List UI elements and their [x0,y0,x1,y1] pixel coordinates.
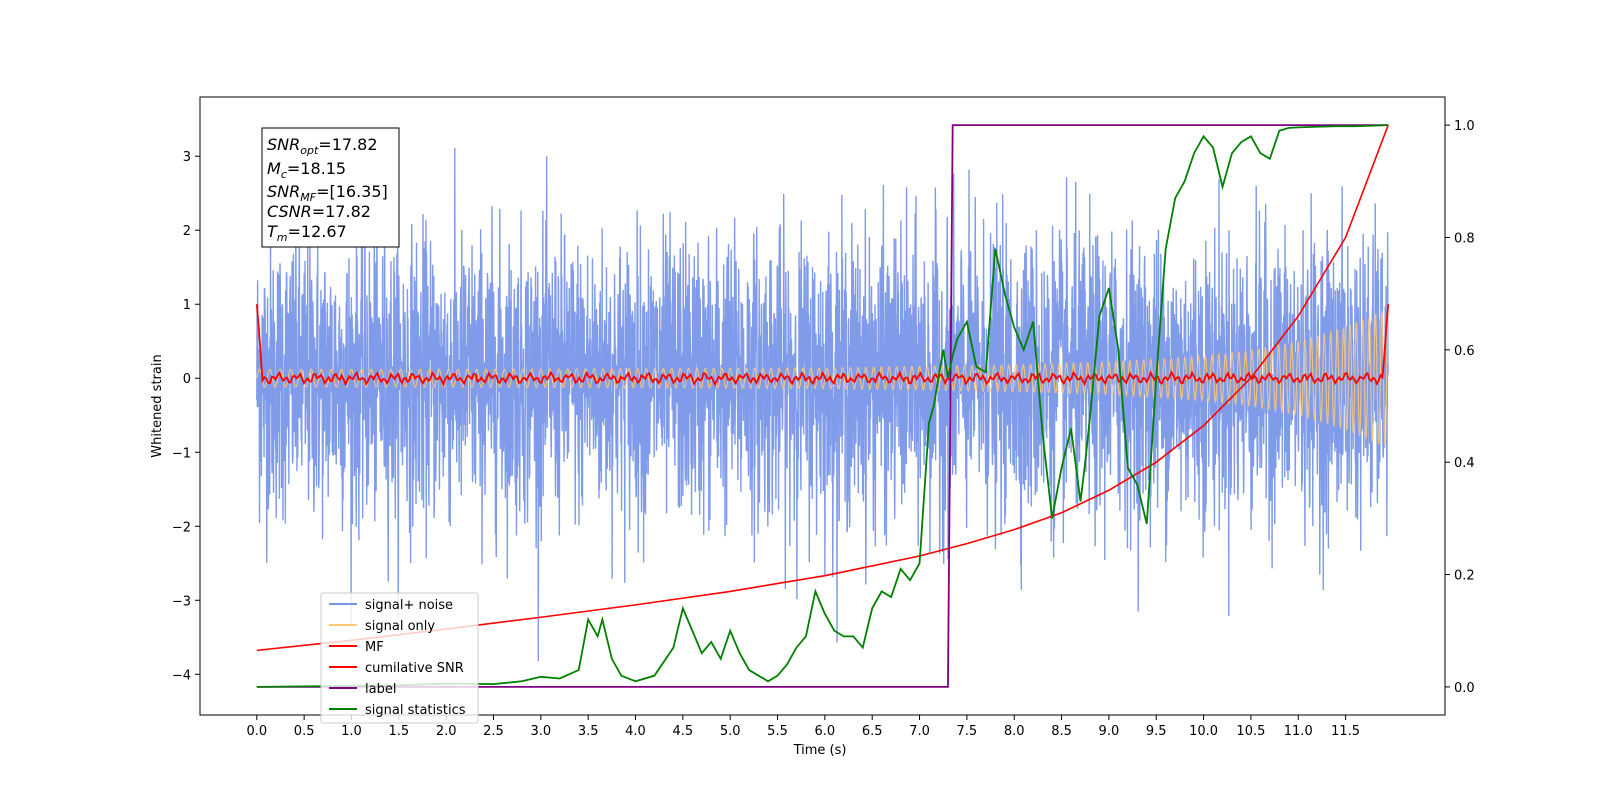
legend-label: label [365,682,396,697]
y-right-tick-label: 0.2 [1454,569,1475,584]
y-left-tick-label: −3 [172,594,191,609]
x-tick-label: 9.0 [1099,724,1120,739]
metrics-annotation-box: SNRopt=17.82 Mc=18.15 SNRMF=[16.35] CSNR… [261,127,400,248]
x-axis: 0.0 0.5 1.0 1.5 2.0 2.5 3.0 3.5 4.0 4.5 5.0 5.5 6.0 6… [246,715,1360,739]
x-tick-label: 0.0 [246,724,267,739]
x-tick-label: 7.0 [909,724,930,739]
y-axis-title: Whitened strain [150,354,165,457]
series-signal-only [256,307,1389,447]
annotation-tm: Tm=12.67 [267,222,347,244]
series-signal-noise [256,147,1389,662]
y-axis-right: 0.0 0.2 0.4 0.6 0.8 1.0 [1445,119,1475,696]
x-tick-label: 6.0 [815,724,836,739]
x-tick-label: 11.5 [1331,724,1360,739]
annotation-csnr: CSNR=17.82 [267,202,371,221]
series-cumulative-snr [256,124,1389,652]
x-tick-label: 11.0 [1284,724,1313,739]
y-right-tick-label: 0.4 [1454,456,1475,471]
y-left-tick-label: 3 [183,150,191,165]
y-right-tick-label: 0.8 [1454,231,1475,246]
y-left-tick-label: 1 [183,298,191,313]
legend-label: signal only [365,619,435,634]
x-tick-label: 6.5 [862,724,883,739]
x-tick-label: 5.5 [767,724,788,739]
x-tick-label: 4.5 [673,724,694,739]
y-axis-left: −4 −3 −2 −1 0 1 2 3 [172,150,200,683]
series-layer [255,124,1390,688]
x-tick-label: 10.5 [1236,724,1265,739]
x-tick-label: 9.5 [1146,724,1167,739]
y-left-tick-label: −2 [172,520,191,535]
x-axis-title: Time (s) [793,743,847,758]
x-tick-label: 1.5 [388,724,409,739]
y-right-tick-label: 0.0 [1454,681,1475,696]
legend-label: signal statistics [365,703,466,718]
x-tick-label: 8.5 [1051,724,1072,739]
x-tick-label: 7.5 [957,724,978,739]
x-tick-label: 10.0 [1189,724,1218,739]
x-tick-label: 1.0 [341,724,362,739]
x-tick-label: 8.0 [1004,724,1025,739]
series-label [256,124,1389,688]
series-signal-statistics [256,124,1389,688]
y-left-tick-label: 2 [183,224,191,239]
series-mf [255,304,1390,387]
x-tick-label: 4.0 [625,724,646,739]
annotation-snr-mf: SNRMF=[16.35] [267,182,388,204]
annotation-mc: Mc=18.15 [267,159,346,181]
x-tick-label: 5.0 [720,724,741,739]
legend: signal+ noise signal only MF cumilative SNR… [320,592,479,724]
x-tick-label: 2.0 [436,724,457,739]
legend-label: cumilative SNR [365,661,464,676]
x-tick-label: 3.5 [578,724,599,739]
plot-area-frame [199,96,1446,716]
y-left-tick-label: −1 [172,446,191,461]
annotation-snr-opt: SNRopt=17.82 [267,135,378,157]
x-tick-label: 2.5 [483,724,504,739]
legend-label: signal+ noise [365,598,453,613]
y-left-tick-label: 0 [183,372,191,387]
y-right-tick-label: 0.6 [1454,344,1475,359]
x-tick-label: 3.0 [530,724,551,739]
y-right-tick-label: 1.0 [1454,119,1475,134]
legend-label: MF [365,640,384,655]
y-left-tick-label: −4 [172,668,191,683]
x-tick-label: 0.5 [294,724,315,739]
